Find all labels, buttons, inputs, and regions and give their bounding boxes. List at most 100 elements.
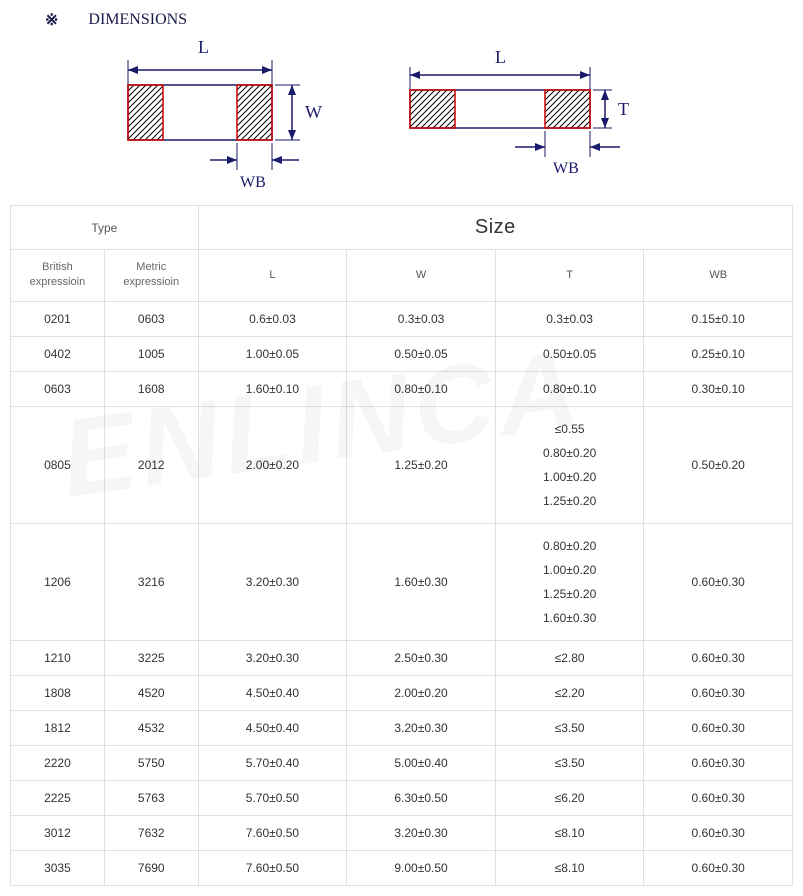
cell-metric: 5763: [104, 780, 198, 815]
cell-british: 1206: [11, 523, 105, 640]
cell-W: 6.30±0.50: [347, 780, 496, 815]
cell-british: 3035: [11, 850, 105, 885]
size-header: Size: [198, 206, 792, 250]
table-row: 120632163.20±0.301.60±0.300.80±0.20 1.00…: [11, 523, 793, 640]
type-header: Type: [11, 206, 199, 250]
table-row: 180845204.50±0.402.00±0.20≤2.200.60±0.30: [11, 675, 793, 710]
cell-T: ≤8.10: [495, 850, 644, 885]
col-L: L: [198, 250, 347, 302]
cell-british: 0201: [11, 301, 105, 336]
col-WB: WB: [644, 250, 793, 302]
cell-metric: 4520: [104, 675, 198, 710]
table-row: 080520122.00±0.201.25±0.20≤0.55 0.80±0.2…: [11, 406, 793, 523]
cell-W: 3.20±0.30: [347, 710, 496, 745]
cell-british: 2220: [11, 745, 105, 780]
cell-british: 3012: [11, 815, 105, 850]
cell-metric: 7632: [104, 815, 198, 850]
label-WB: WB: [240, 174, 266, 191]
cell-L: 3.20±0.30: [198, 640, 347, 675]
cell-L: 1.60±0.10: [198, 371, 347, 406]
cell-british: 2225: [11, 780, 105, 815]
table-row: 303576907.60±0.509.00±0.50≤8.100.60±0.30: [11, 850, 793, 885]
label-L: L: [198, 37, 209, 57]
cell-L: 5.70±0.50: [198, 780, 347, 815]
cell-WB: 0.30±0.10: [644, 371, 793, 406]
label-L-2: L: [495, 47, 506, 67]
cell-L: 0.6±0.03: [198, 301, 347, 336]
cell-WB: 0.25±0.10: [644, 336, 793, 371]
cell-L: 7.60±0.50: [198, 815, 347, 850]
cell-metric: 1005: [104, 336, 198, 371]
cell-T: 0.80±0.10: [495, 371, 644, 406]
cell-W: 0.3±0.03: [347, 301, 496, 336]
cell-W: 5.00±0.40: [347, 745, 496, 780]
table-row: 121032253.20±0.302.50±0.30≤2.800.60±0.30: [11, 640, 793, 675]
cell-WB: 0.60±0.30: [644, 745, 793, 780]
cell-WB: 0.60±0.30: [644, 675, 793, 710]
cell-T: ≤2.80: [495, 640, 644, 675]
cell-metric: 2012: [104, 406, 198, 523]
col-british: British expressioin: [11, 250, 105, 302]
cell-metric: 4532: [104, 710, 198, 745]
cell-WB: 0.60±0.30: [644, 640, 793, 675]
cell-WB: 0.60±0.30: [644, 710, 793, 745]
cell-metric: 3216: [104, 523, 198, 640]
table-row: 222057505.70±0.405.00±0.40≤3.500.60±0.30: [11, 745, 793, 780]
cell-british: 0603: [11, 371, 105, 406]
table-row: 222557635.70±0.506.30±0.50≤6.200.60±0.30: [11, 780, 793, 815]
cell-WB: 0.60±0.30: [644, 850, 793, 885]
cell-T: ≤3.50: [495, 710, 644, 745]
table-row: 181245324.50±0.403.20±0.30≤3.500.60±0.30: [11, 710, 793, 745]
cell-T: ≤3.50: [495, 745, 644, 780]
cell-T: ≤8.10: [495, 815, 644, 850]
cell-metric: 7690: [104, 850, 198, 885]
label-WB-2: WB: [553, 160, 579, 177]
cell-WB: 0.60±0.30: [644, 815, 793, 850]
header-title: DIMENSIONS: [88, 11, 187, 29]
cell-metric: 5750: [104, 745, 198, 780]
cell-british: 0805: [11, 406, 105, 523]
cell-L: 3.20±0.30: [198, 523, 347, 640]
cell-L: 1.00±0.05: [198, 336, 347, 371]
cell-T: ≤2.20: [495, 675, 644, 710]
col-T: T: [495, 250, 644, 302]
cell-L: 7.60±0.50: [198, 850, 347, 885]
cell-metric: 1608: [104, 371, 198, 406]
cell-T: 0.80±0.20 1.00±0.20 1.25±0.20 1.60±0.30: [495, 523, 644, 640]
cell-WB: 0.50±0.20: [644, 406, 793, 523]
cell-L: 4.50±0.40: [198, 710, 347, 745]
cell-T: 0.50±0.05: [495, 336, 644, 371]
cell-metric: 0603: [104, 301, 198, 336]
cell-british: 1210: [11, 640, 105, 675]
table-row: 060316081.60±0.100.80±0.100.80±0.100.30±…: [11, 371, 793, 406]
label-T: T: [618, 99, 629, 119]
cell-W: 2.50±0.30: [347, 640, 496, 675]
diagram-side-view: L T WB: [390, 45, 640, 185]
table-row: 040210051.00±0.050.50±0.050.50±0.050.25±…: [11, 336, 793, 371]
cell-T: 0.3±0.03: [495, 301, 644, 336]
cell-L: 4.50±0.40: [198, 675, 347, 710]
cell-WB: 0.15±0.10: [644, 301, 793, 336]
diagram-top-view: L W WB: [100, 35, 330, 195]
cell-W: 1.25±0.20: [347, 406, 496, 523]
cell-british: 1808: [11, 675, 105, 710]
cell-T: ≤0.55 0.80±0.20 1.00±0.20 1.25±0.20: [495, 406, 644, 523]
header: ※ DIMENSIONS: [45, 10, 793, 30]
cell-T: ≤6.20: [495, 780, 644, 815]
cell-british: 1812: [11, 710, 105, 745]
dimensions-table: Type Size British expressioin Metric exp…: [10, 205, 793, 886]
cell-W: 9.00±0.50: [347, 850, 496, 885]
diagrams-container: L W WB: [100, 35, 793, 195]
cell-L: 5.70±0.40: [198, 745, 347, 780]
table-row: 020106030.6±0.030.3±0.030.3±0.030.15±0.1…: [11, 301, 793, 336]
col-W: W: [347, 250, 496, 302]
cell-W: 3.20±0.30: [347, 815, 496, 850]
cell-british: 0402: [11, 336, 105, 371]
cell-W: 0.50±0.05: [347, 336, 496, 371]
cell-W: 1.60±0.30: [347, 523, 496, 640]
header-symbol: ※: [45, 10, 58, 30]
cell-metric: 3225: [104, 640, 198, 675]
cell-L: 2.00±0.20: [198, 406, 347, 523]
col-metric: Metric expressioin: [104, 250, 198, 302]
table-row: 301276327.60±0.503.20±0.30≤8.100.60±0.30: [11, 815, 793, 850]
